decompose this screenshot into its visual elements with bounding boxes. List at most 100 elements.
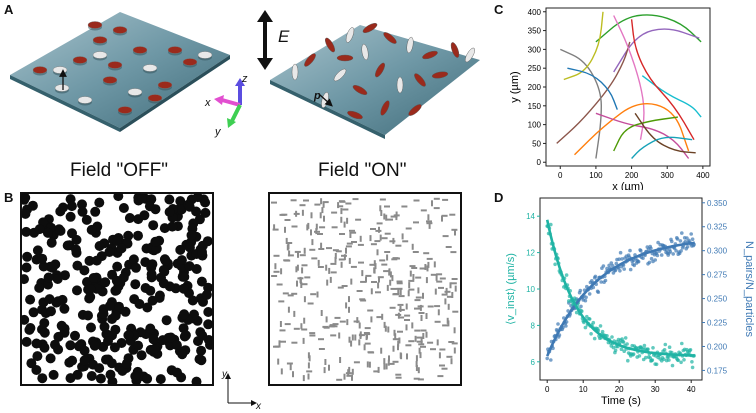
x-axis-label: Time (s) [601,395,641,407]
colloid-rod [325,316,328,323]
panel-a-illustration [10,10,480,139]
colloid-disc [155,374,166,385]
colloid-rod [437,309,440,316]
colloid-disc [31,365,42,375]
colloid-rod [441,215,443,222]
colloid-rod [328,364,330,371]
colloid-rod [385,363,388,370]
pairs-point [632,263,637,268]
colloid-disc [79,265,90,276]
field-off-caption: Field "OFF" [70,160,168,181]
colloid-rod [450,358,453,365]
pairs-point [668,249,673,254]
colloid-rod [434,320,441,323]
velocity-point [591,320,596,325]
colloid-disc [53,344,64,355]
colloid-disc [85,284,96,294]
colloid-rod [377,366,380,373]
colloid-rod [388,362,395,365]
colloid-rod [431,200,433,207]
colloid-disc [67,355,78,366]
colloid-rod [408,340,415,343]
colloid-rod [358,339,361,346]
x-tick-label: 0 [558,171,563,180]
colloid-rod [309,334,316,337]
colloid-rod [381,263,388,266]
colloid-rod [300,323,303,330]
colloid-rod [423,252,430,255]
particle-on [422,50,438,60]
colloid-rod [339,233,345,235]
colloid-rod [390,215,397,218]
velocity-point [574,310,579,315]
colloid-disc [134,299,145,309]
colloid-disc [39,327,50,338]
particle-on [380,100,390,116]
colloid-rod [367,309,374,312]
colloid-rod [405,344,412,347]
right-y-tick-label: 0.325 [707,223,728,232]
colloid-rod [435,274,438,281]
colloid-rod [301,283,308,286]
colloid-disc [98,308,109,319]
velocity-point [549,222,553,227]
pairs-point [579,304,583,309]
colloid-rod [419,304,422,311]
pairs-point [599,280,603,284]
pairs-point [679,249,683,253]
triad-x-label: x [205,97,211,109]
colloid-rod [379,198,386,201]
colloid-rod [426,265,429,272]
colloid-rod [296,264,299,271]
particle-off [87,21,103,31]
pairs-point [649,256,654,261]
colloid-rod [302,375,305,382]
colloid-rod [415,361,418,367]
colloid-rod [433,197,440,200]
pairs-point [614,261,619,266]
time-series-chart: 0 10 20 30 40 6 8 10 12 14 0.175 0.200 0.225 0.250 0.2… [505,197,755,407]
velocity-point [690,360,694,364]
particle-on [345,27,355,43]
left-y-tick-label: 6 [531,358,536,367]
colloid-disc [111,236,122,246]
colloid-rod [378,276,380,283]
colloid-rod [414,329,421,332]
right-y-tick-label: 0.275 [707,271,728,280]
colloid-rod [274,263,277,270]
colloid-disc [20,192,31,203]
colloid-disc [124,213,135,223]
x-tick-label: 40 [687,385,696,394]
pairs-point [671,252,675,256]
colloid-disc [43,272,54,283]
velocity-point [626,358,630,363]
panel-label-b: B [4,190,14,205]
colloid-disc [117,365,128,376]
colloid-rod [442,324,449,327]
colloid-rod [451,292,454,298]
colloid-rod [414,335,417,342]
colloid-rod [434,288,437,295]
right-y-tick-label: 0.200 [707,342,728,351]
colloid-disc [25,294,36,305]
colloid-rod [307,352,310,359]
x-tick-label: 200 [625,171,639,180]
colloid-rod [293,327,300,330]
colloid-rod [330,271,337,274]
pairs-point [617,257,621,261]
pairs-point [659,253,664,257]
colloid-rod [449,282,452,289]
micrograph-y-label: y [222,369,227,380]
velocity-point [553,262,557,267]
colloid-rod [369,263,376,266]
colloid-rod [278,340,281,347]
colloid-rod [346,242,353,245]
colloid-rod [334,253,337,259]
colloid-rod [301,264,308,267]
colloid-rod [409,265,416,268]
colloid-rod [292,371,294,378]
colloid-rod [281,213,288,216]
colloid-rod [433,207,440,210]
colloid-rod [287,254,294,257]
velocity-point [662,357,666,362]
